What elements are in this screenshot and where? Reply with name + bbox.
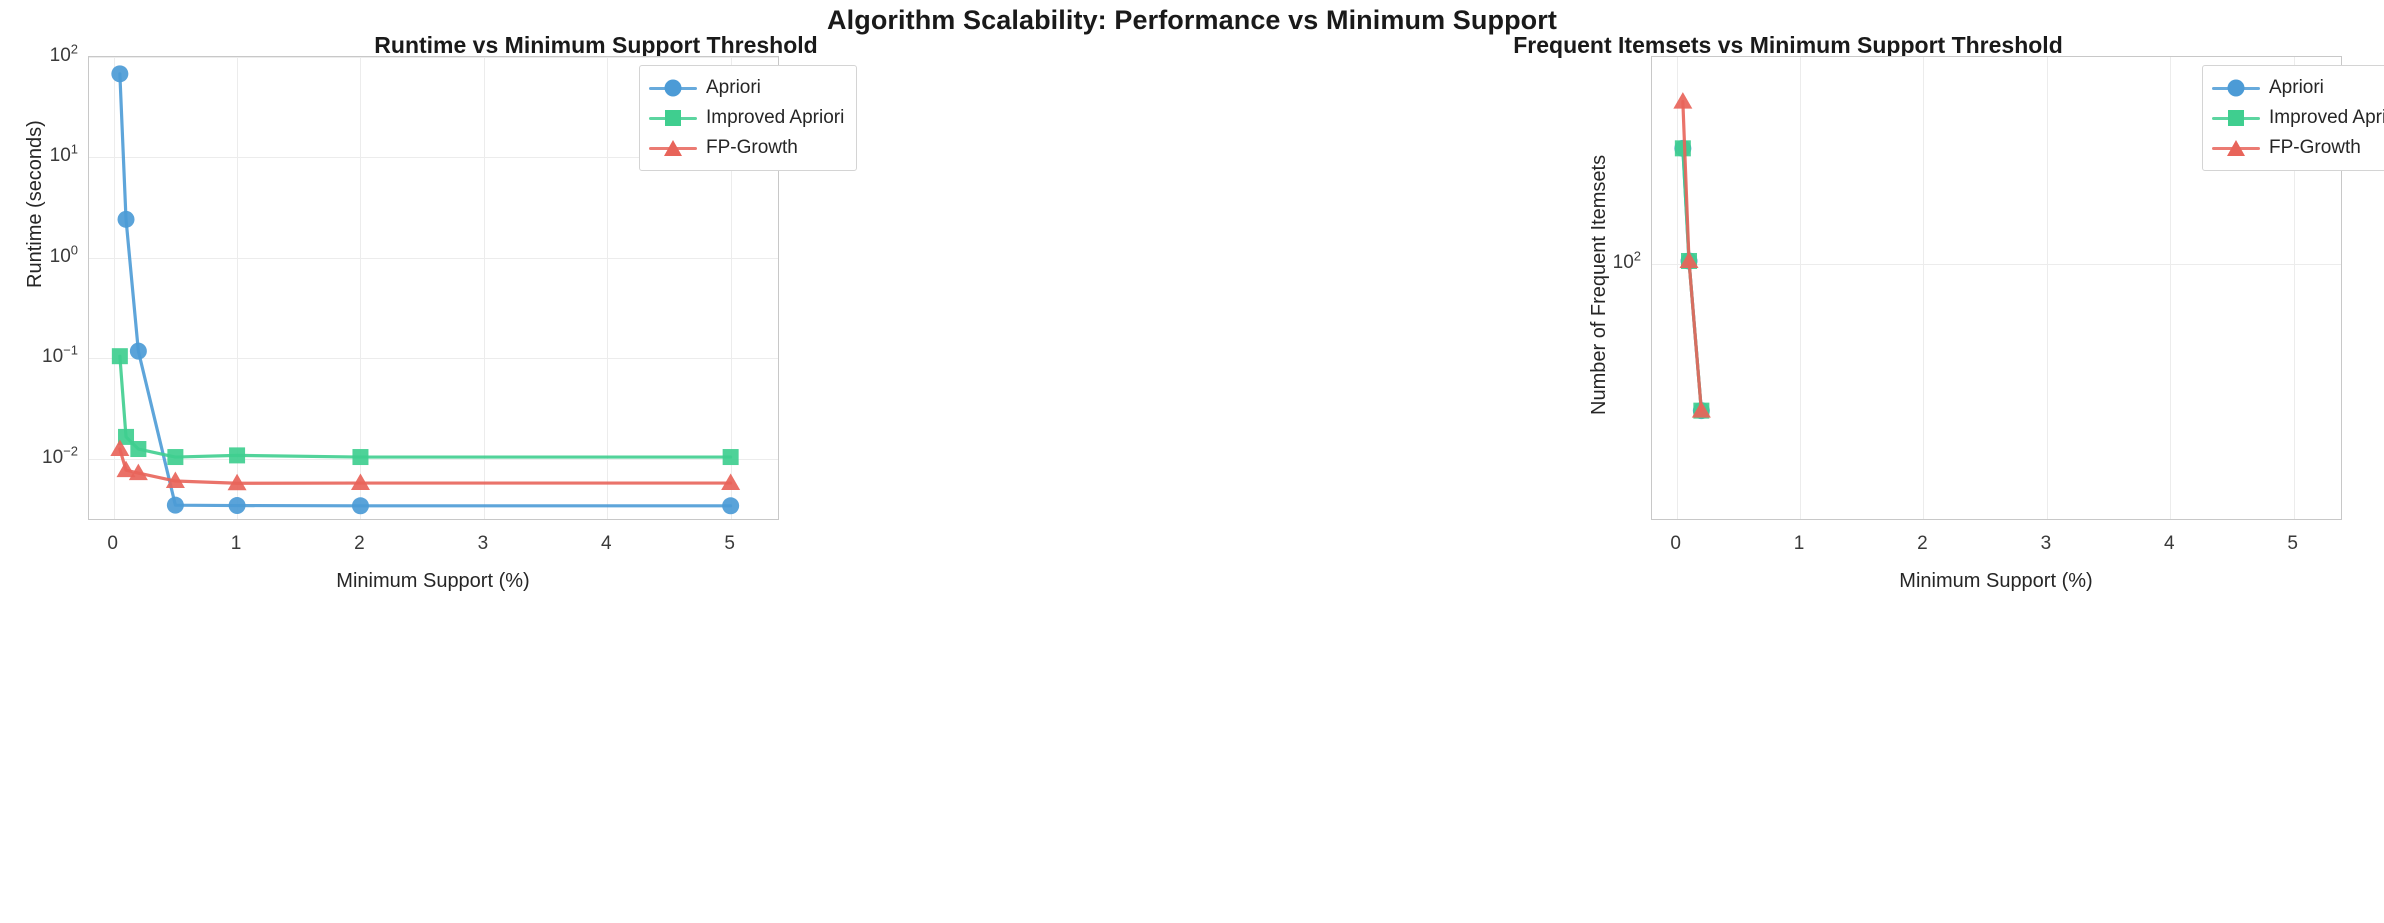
- y-tick-label: 10−1: [42, 342, 78, 368]
- itemsets-y-axis-label: Number of Frequent Itemsets: [1588, 154, 1610, 415]
- runtime-series-layer: [110, 65, 741, 515]
- y-tick-label: 10−2: [42, 443, 78, 468]
- x-tick-label: 4: [2163, 533, 2175, 554]
- data-point-marker: [130, 441, 147, 458]
- runtime-subplot-title: Runtime vs Minimum Support Threshold: [374, 32, 818, 58]
- legend-marker-square-icon: [2212, 107, 2260, 129]
- x-tick-label: 5: [724, 533, 735, 554]
- legend-item-label: Improved Apriori: [2269, 107, 2384, 128]
- data-point-marker: [351, 497, 369, 515]
- itemsets-subplot: Frequent Itemsets vs Minimum Support Thr…: [1192, 0, 2384, 923]
- legend-item-label: FP-Growth: [2269, 137, 2361, 158]
- data-point-marker: [1673, 92, 1693, 109]
- data-point-marker: [167, 449, 184, 466]
- data-point-marker: [722, 497, 740, 515]
- legend-item-improved-apriori[interactable]: Improved Apriori: [2212, 103, 2384, 133]
- data-point-marker: [229, 447, 246, 464]
- series-line: [118, 447, 733, 485]
- legend-marker-triangle-icon: [649, 137, 697, 159]
- x-tick-label: 3: [477, 533, 489, 554]
- legend-marker-triangle-icon: [2212, 137, 2260, 159]
- data-point-marker: [110, 439, 130, 457]
- runtime-subplot: Runtime vs Minimum Support Threshold 0 1 2…: [24, 32, 858, 592]
- data-point-marker: [227, 473, 247, 491]
- legend-item-improved-apriori[interactable]: Improved Apriori: [649, 103, 844, 133]
- gridline-vertical: [730, 57, 732, 519]
- figure-suptitle: Algorithm Scalability: Performance vs Mi…: [827, 5, 1557, 35]
- runtime-legend: Apriori Improved Apriori FP-Growth: [639, 65, 858, 171]
- gridline-horizontal: [1652, 263, 2341, 265]
- data-point-marker: [129, 342, 147, 360]
- gridline-horizontal: [89, 57, 778, 58]
- itemsets-series-layer: [1673, 92, 1711, 420]
- data-point-marker: [118, 428, 135, 445]
- data-point-marker: [228, 497, 246, 515]
- data-point-marker: [165, 471, 185, 489]
- legend-item-label: Improved Apriori: [706, 107, 845, 128]
- data-point-marker: [1679, 251, 1699, 268]
- legend-marker-circle-icon: [2212, 77, 2260, 99]
- data-point-marker: [352, 449, 369, 466]
- y-tick-label: 101: [49, 142, 78, 167]
- gridline-horizontal: [89, 157, 778, 159]
- gridline-vertical: [2293, 57, 2295, 519]
- gridline-vertical: [360, 57, 362, 519]
- itemsets-subplot-title: Frequent Itemsets vs Minimum Support Thr…: [1513, 32, 2063, 58]
- y-tick-label: 102: [49, 41, 78, 66]
- x-tick-label: 2: [354, 533, 365, 554]
- data-point-marker: [111, 348, 128, 365]
- legend-item-apriori[interactable]: Apriori: [2212, 73, 2384, 103]
- legend-item-label: Apriori: [706, 77, 761, 98]
- data-point-marker: [116, 460, 136, 478]
- data-point-marker: [128, 463, 148, 481]
- legend-marker-square-icon: [649, 107, 697, 129]
- legend-item-label: FP-Growth: [706, 137, 798, 158]
- data-point-marker: [721, 473, 741, 491]
- series-fp-growth: [110, 439, 741, 491]
- gridline-vertical: [483, 57, 485, 519]
- x-tick-label: 1: [1793, 533, 1805, 554]
- x-tick-label: 2: [1917, 533, 1928, 554]
- series-improved-apriori: [111, 348, 739, 466]
- data-point-marker: [722, 449, 739, 466]
- gridline-vertical: [2170, 57, 2172, 519]
- gridline-vertical: [1923, 57, 1925, 519]
- y-tick-label: 102: [1612, 248, 1641, 273]
- legend-item-fp-growth[interactable]: FP-Growth: [2212, 133, 2384, 163]
- gridline-vertical: [113, 57, 115, 519]
- legend-item-label: Apriori: [2269, 77, 2324, 98]
- series-fp-growth: [1673, 92, 1711, 418]
- itemsets-legend: Apriori Improved Apriori FP-Growth: [2202, 65, 2384, 171]
- x-tick-label: 4: [600, 533, 612, 554]
- gridline-vertical: [607, 57, 609, 519]
- legend-item-fp-growth[interactable]: FP-Growth: [649, 133, 844, 163]
- runtime-y-axis-label: Runtime (seconds): [24, 120, 46, 288]
- x-tick-label: 0: [1670, 533, 1681, 554]
- runtime-x-axis-label: Minimum Support (%): [336, 570, 530, 592]
- legend-marker-circle-icon: [649, 77, 697, 99]
- data-point-marker: [1691, 401, 1711, 418]
- x-tick-label: 0: [107, 533, 118, 554]
- series-apriori: [111, 65, 740, 515]
- gridline-vertical: [1800, 57, 1802, 519]
- data-point-marker: [1674, 140, 1691, 157]
- series-line: [118, 354, 733, 459]
- x-tick-label: 1: [230, 533, 242, 554]
- y-tick-label: 100: [49, 242, 78, 267]
- gridline-vertical: [2046, 57, 2048, 519]
- x-tick-label: 5: [2287, 533, 2298, 554]
- data-point-marker: [111, 65, 129, 83]
- itemsets-x-axis-label: Minimum Support (%): [1899, 570, 2093, 592]
- data-point-marker: [117, 210, 135, 228]
- gridline-vertical: [1676, 57, 1678, 519]
- x-tick-label: 3: [2040, 533, 2052, 554]
- gridline-vertical: [237, 57, 239, 519]
- gridline-horizontal: [89, 358, 778, 360]
- legend-item-apriori[interactable]: Apriori: [649, 73, 844, 103]
- data-point-marker: [166, 496, 184, 514]
- data-point-marker: [350, 473, 370, 491]
- gridline-horizontal: [89, 458, 778, 460]
- gridline-horizontal: [89, 257, 778, 259]
